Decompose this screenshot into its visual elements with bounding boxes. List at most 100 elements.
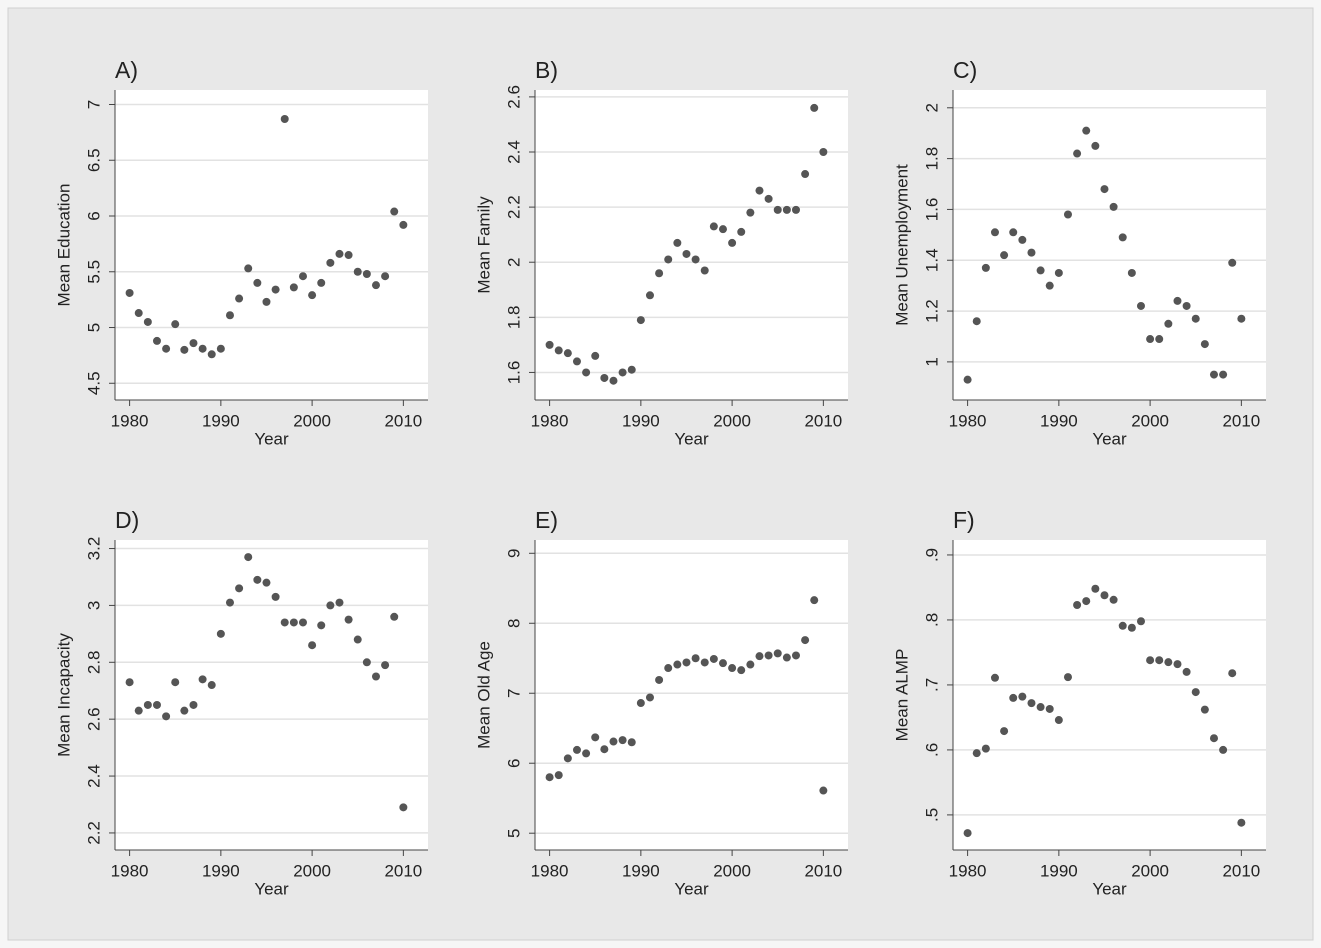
panel-title: D) [115,507,139,533]
point [381,661,390,670]
point [1073,149,1082,158]
point [609,737,618,746]
point [235,584,244,593]
point [1191,314,1200,323]
point [1009,693,1018,702]
point [755,186,764,195]
point [591,733,600,742]
x-axis-label: Year [254,429,289,448]
point [737,227,746,236]
y-tick-label: 1.8 [504,306,523,330]
point [746,660,755,669]
point [1000,727,1009,736]
point [180,345,189,354]
point [636,699,645,708]
x-tick-label: 2000 [1131,411,1169,430]
point [1118,233,1127,242]
point [152,700,161,709]
x-tick-label: 1990 [1040,861,1078,880]
point [700,266,709,275]
point [344,251,353,260]
point [981,263,990,272]
point [618,736,627,745]
point [819,148,828,156]
point [262,297,271,306]
point [1009,228,1018,237]
plot-area [535,540,848,850]
point [746,208,755,217]
y-tick-label: 6.5 [84,148,103,172]
point [819,786,828,795]
point [773,649,782,658]
point [545,773,554,782]
x-tick-label: 2000 [713,411,751,430]
y-tick-label: .5 [922,808,941,822]
y-tick-label: .7 [922,678,941,692]
point [171,678,180,687]
point [645,291,654,300]
point [371,281,380,290]
point [317,278,326,287]
point [1219,370,1228,379]
y-tick-label: 7 [504,689,523,698]
y-tick-label: 2.6 [84,707,103,731]
point [1127,268,1136,277]
point [791,205,800,214]
y-tick-label: 8 [504,619,523,628]
point [280,618,289,627]
point [764,651,773,660]
y-tick-label: 1.4 [922,248,941,272]
point [963,375,972,384]
point [326,258,335,267]
point [782,205,791,214]
point [810,596,819,605]
y-tick-label: .6 [922,743,941,757]
point [162,344,171,353]
y-axis-label: Mean Family [474,196,493,294]
point [728,664,737,673]
point [782,653,791,662]
point [134,706,143,715]
point [618,368,627,377]
point [1136,617,1145,626]
point [1100,185,1109,194]
point [326,601,335,610]
x-axis-label: Year [254,879,289,898]
y-tick-label: 1.6 [922,198,941,222]
x-axis-label: Year [674,429,709,448]
point [1063,673,1072,682]
point [664,255,673,264]
x-tick-label: 1980 [949,861,987,880]
point [655,269,664,278]
point [1082,126,1091,135]
x-axis-label: Year [1092,429,1127,448]
point [189,339,198,348]
point [1091,584,1100,593]
point [691,255,700,264]
point [1237,818,1246,827]
y-tick-label: 2 [504,257,523,266]
point [545,340,554,349]
point [1063,210,1072,219]
panel-title: C) [953,57,977,83]
point [582,368,591,377]
point [1237,314,1246,323]
point [1018,692,1027,701]
point [1054,716,1063,725]
panel-title: E) [535,507,558,533]
y-tick-label: 2.6 [504,85,523,109]
y-tick-label: 3 [84,601,103,610]
y-tick-label: 7 [84,100,103,109]
point [755,652,764,661]
point [600,373,609,382]
point [1228,258,1237,267]
point [390,612,399,621]
x-tick-label: 1990 [202,861,240,880]
x-tick-label: 1980 [531,411,569,430]
point [737,666,746,675]
y-tick-label: 5.5 [84,260,103,284]
point [225,598,234,607]
point [1136,301,1145,310]
x-tick-label: 2010 [1222,411,1260,430]
point [728,238,737,247]
